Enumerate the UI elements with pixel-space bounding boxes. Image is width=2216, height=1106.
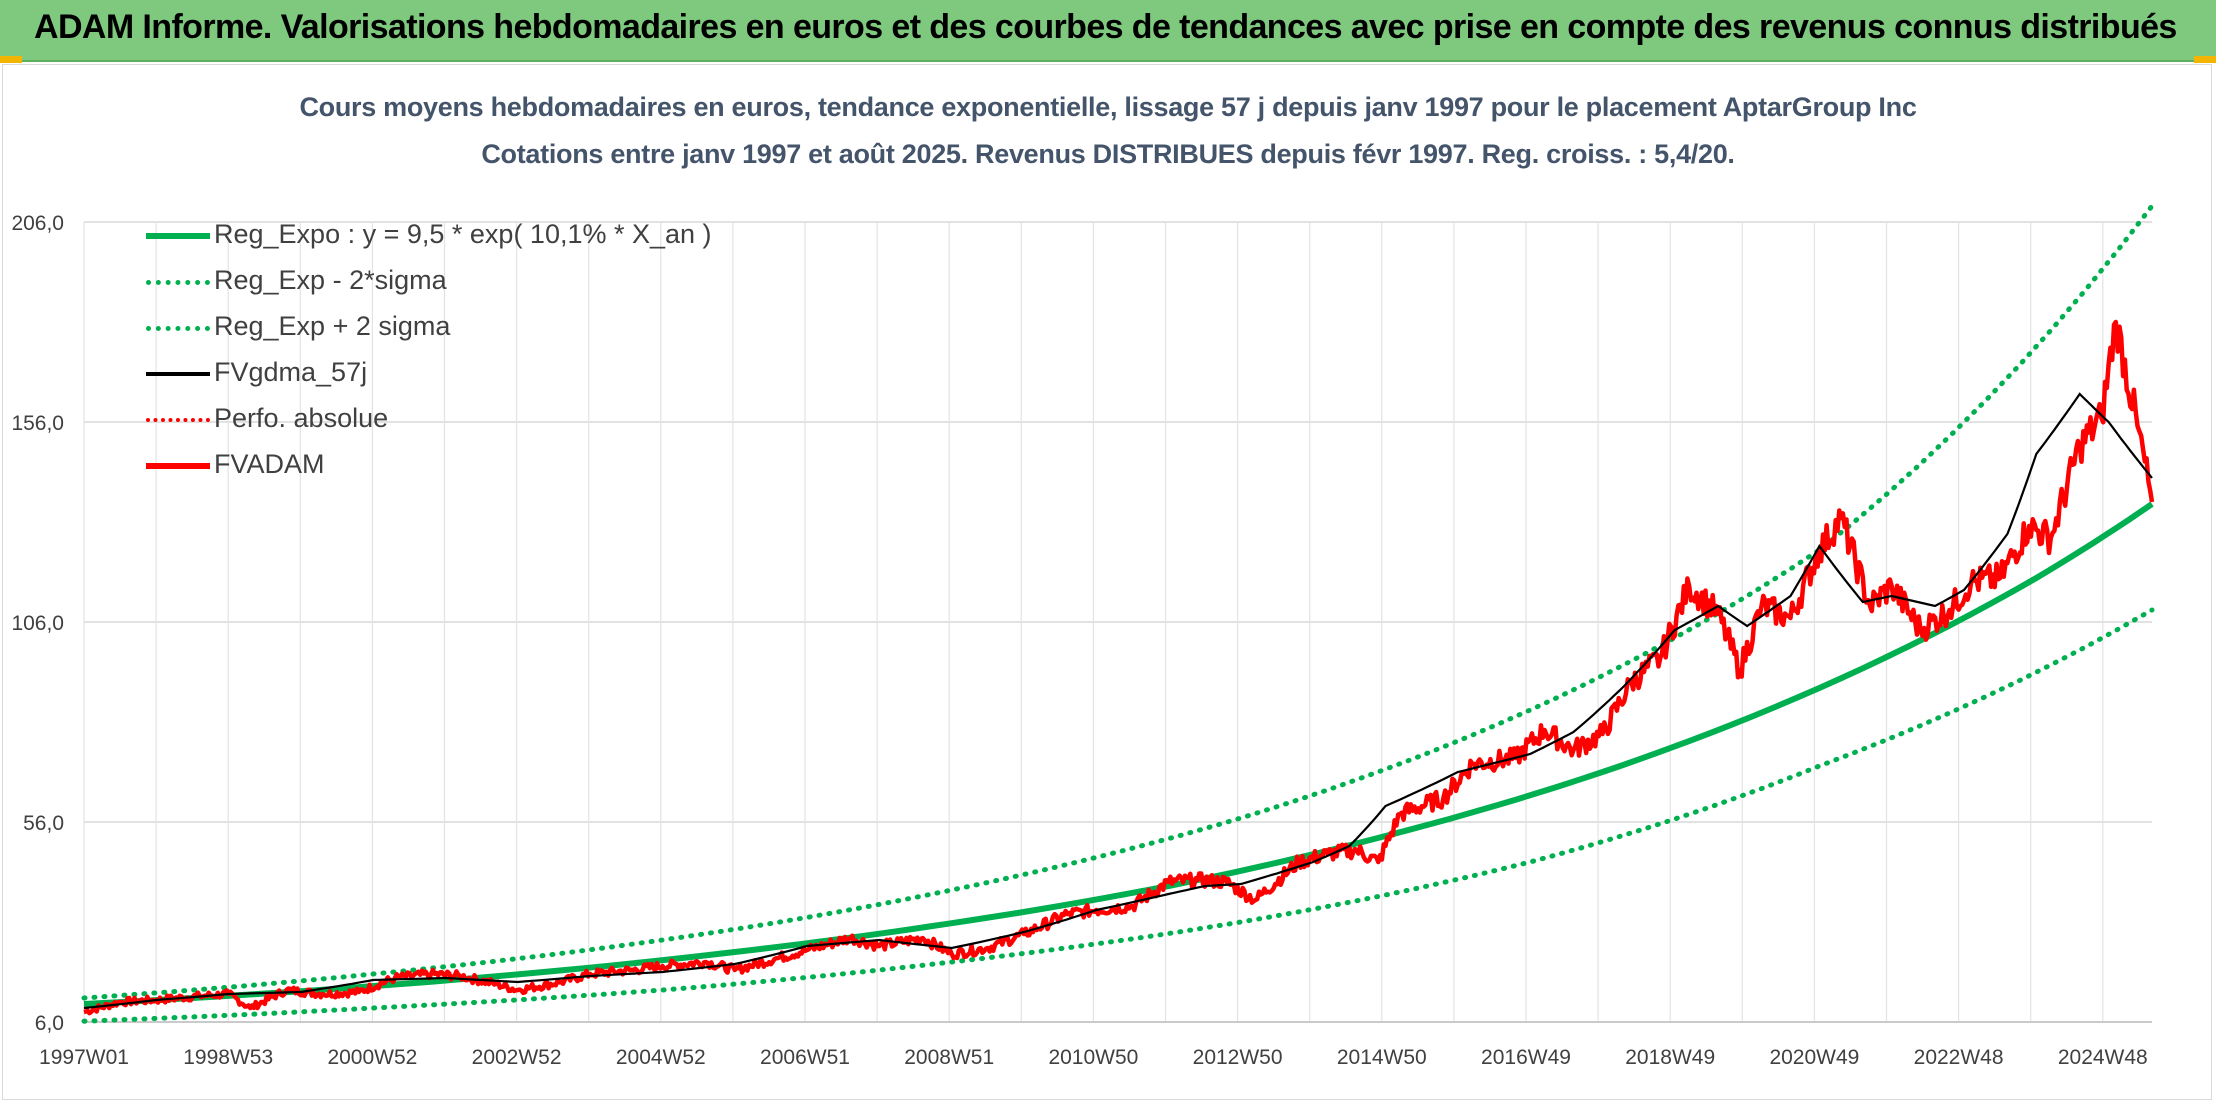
- legend-label-reg-exp-minus: Reg_Exp - 2*sigma: [214, 265, 447, 295]
- chart-subtitle: Cotations entre janv 1997 et août 2025. …: [481, 139, 1735, 169]
- series-reg-exp-minus-2sigma: [81, 607, 2155, 1024]
- y-tick-label: 156,0: [11, 412, 64, 435]
- corner-accent-right: [2194, 56, 2216, 63]
- x-tick-label: 2014W50: [1337, 1046, 1427, 1069]
- y-tick-label: 56,0: [23, 812, 64, 835]
- x-tick-label: 1998W53: [183, 1046, 273, 1069]
- x-tick-label: 2002W52: [472, 1046, 562, 1069]
- y-tick-label: 6,0: [35, 1012, 64, 1035]
- x-tick-label: 2022W48: [1914, 1046, 2004, 1069]
- x-tick-label: 2016W49: [1481, 1046, 1571, 1069]
- header-bar: ADAM Informe. Valorisations hebdomadaire…: [0, 0, 2216, 62]
- legend-swatch-fvadam: [146, 463, 210, 469]
- legend-label-reg-expo: Reg_Expo : y = 9,5 * exp( 10,1% * X_an ): [214, 219, 712, 249]
- legend-label-reg-exp-plus: Reg_Exp + 2 sigma: [214, 311, 451, 341]
- x-tick-label: 2006W51: [760, 1046, 850, 1069]
- x-tick-label: 2018W49: [1625, 1046, 1715, 1069]
- x-tick-label: 1997W01: [39, 1046, 129, 1069]
- x-tick-label: 2004W52: [616, 1046, 706, 1069]
- corner-accent-left: [0, 56, 22, 63]
- legend-swatch-perfo: [146, 418, 210, 422]
- legend-label-fvadam: FVADAM: [214, 449, 325, 479]
- legend-swatch-fvgdma: [146, 372, 210, 376]
- x-tick-label: 2020W49: [1769, 1046, 1859, 1069]
- x-tick-label: 2008W51: [904, 1046, 994, 1069]
- legend-swatch-reg-expo: [146, 233, 210, 239]
- y-tick-label: 106,0: [11, 612, 64, 635]
- series-reg-expo: [83, 501, 2154, 1007]
- x-tick-label: 2000W52: [327, 1046, 417, 1069]
- x-tick-label: 2010W50: [1048, 1046, 1138, 1069]
- series-fvadam: [83, 319, 2155, 1016]
- report-title: ADAM Informe. Valorisations hebdomadaire…: [34, 8, 2177, 46]
- x-tick-label: 2024W48: [2058, 1046, 2148, 1069]
- legend-label-perfo: Perfo. absolue: [214, 403, 389, 433]
- y-tick-label: 206,0: [11, 212, 64, 235]
- legend-swatch-reg-exp-minus: [146, 280, 210, 285]
- chart-area: [2, 64, 2212, 1100]
- series-fvgdma-57j: [83, 392, 2153, 1010]
- x-tick-label: 2012W50: [1193, 1046, 1283, 1069]
- legend-swatch-reg-exp-plus: [146, 326, 210, 331]
- legend-label-fvgdma: FVgdma_57j: [214, 357, 368, 387]
- chart-title: Cours moyens hebdomadaires en euros, ten…: [299, 92, 1917, 122]
